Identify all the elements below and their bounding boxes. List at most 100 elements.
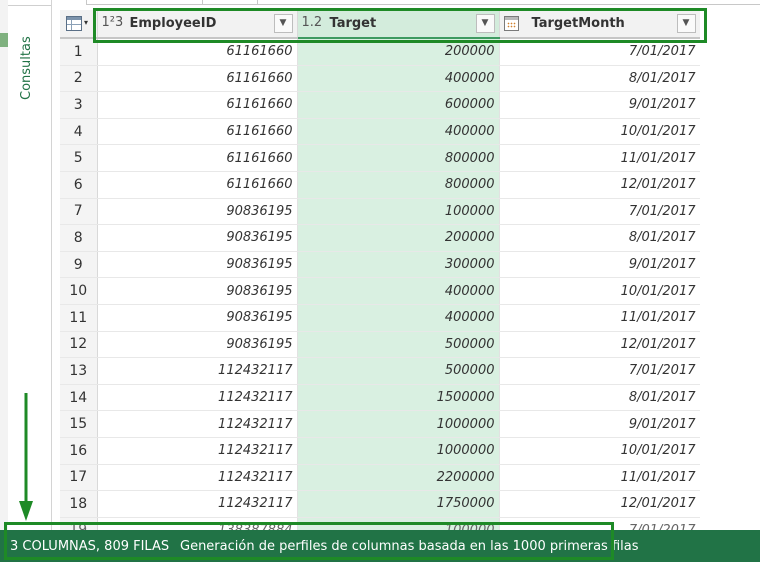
employeeid-cell[interactable]: 90836195	[97, 198, 298, 226]
row-number[interactable]: 17	[60, 464, 98, 492]
target-cell[interactable]: 1750000	[297, 490, 500, 518]
targetmonth-cell[interactable]: 8/01/2017	[499, 65, 700, 93]
target-cell[interactable]: 300000	[297, 251, 500, 279]
row-number[interactable]: 2	[60, 65, 98, 93]
caret-down-icon[interactable]: ▾	[84, 18, 89, 27]
target-cell[interactable]: 200000	[297, 38, 500, 66]
table-row[interactable]: 11 90836195 400000 11/01/2017	[60, 304, 700, 332]
employeeid-cell[interactable]: 61161660	[97, 38, 298, 66]
employeeid-cell[interactable]: 138387884	[97, 517, 298, 530]
targetmonth-cell[interactable]: 9/01/2017	[499, 251, 700, 279]
row-number[interactable]: 9	[60, 251, 98, 279]
table-row[interactable]: 13 112432117 500000 7/01/2017	[60, 357, 700, 385]
targetmonth-cell[interactable]: 11/01/2017	[499, 464, 700, 492]
targetmonth-cell[interactable]: 12/01/2017	[499, 171, 700, 199]
column-header-targetmonth[interactable]: TargetMonth ▼	[499, 10, 700, 39]
target-cell[interactable]: 100000	[297, 198, 500, 226]
row-number[interactable]: 11	[60, 304, 98, 332]
employeeid-cell[interactable]: 112432117	[97, 357, 298, 385]
table-row[interactable]: 6 61161660 800000 12/01/2017	[60, 171, 700, 199]
target-cell[interactable]: 2200000	[297, 464, 500, 492]
decimal-type-icon[interactable]: 1.2	[301, 15, 323, 30]
target-cell[interactable]: 200000	[297, 224, 500, 252]
table-row[interactable]: 5 61161660 800000 11/01/2017	[60, 144, 700, 172]
employeeid-cell[interactable]: 112432117	[97, 490, 298, 518]
queries-pane[interactable]: Consultas	[8, 0, 52, 530]
target-cell[interactable]: 400000	[297, 118, 500, 146]
target-cell[interactable]: 800000	[297, 144, 500, 172]
target-cell[interactable]: 400000	[297, 304, 500, 332]
employeeid-cell[interactable]: 61161660	[97, 171, 298, 199]
table-row[interactable]: 8 90836195 200000 8/01/2017	[60, 224, 700, 252]
targetmonth-cell[interactable]: 12/01/2017	[499, 490, 700, 518]
table-menu-icon[interactable]	[66, 16, 82, 31]
targetmonth-cell[interactable]: 7/01/2017	[499, 517, 700, 530]
row-number[interactable]: 8	[60, 224, 98, 252]
table-row[interactable]: 16 112432117 1000000 10/01/2017	[60, 437, 700, 465]
table-row[interactable]: 3 61161660 600000 9/01/2017	[60, 91, 700, 119]
table-row[interactable]: 15 112432117 1000000 9/01/2017	[60, 410, 700, 438]
filter-dropdown-icon[interactable]: ▼	[475, 14, 495, 33]
table-row[interactable]: 18 112432117 1750000 12/01/2017	[60, 490, 700, 518]
targetmonth-cell[interactable]: 9/01/2017	[499, 410, 700, 438]
employeeid-cell[interactable]: 112432117	[97, 384, 298, 412]
row-number[interactable]: 5	[60, 144, 98, 172]
employeeid-cell[interactable]: 90836195	[97, 224, 298, 252]
calendar-icon[interactable]	[503, 16, 519, 31]
target-cell[interactable]: 1000000	[297, 437, 500, 465]
targetmonth-cell[interactable]: 7/01/2017	[499, 357, 700, 385]
targetmonth-cell[interactable]: 11/01/2017	[499, 144, 700, 172]
targetmonth-cell[interactable]: 10/01/2017	[499, 277, 700, 305]
target-cell[interactable]: 500000	[297, 357, 500, 385]
row-number[interactable]: 13	[60, 357, 98, 385]
column-header-employeeid[interactable]: 1²3 EmployeeID ▼	[97, 10, 298, 39]
row-number[interactable]: 7	[60, 198, 98, 226]
table-row[interactable]: 2 61161660 400000 8/01/2017	[60, 65, 700, 93]
table-row[interactable]: 7 90836195 100000 7/01/2017	[60, 198, 700, 226]
target-cell[interactable]: 1000000	[297, 410, 500, 438]
queries-pane-label[interactable]: Consultas	[19, 36, 34, 100]
target-cell[interactable]: 1500000	[297, 384, 500, 412]
target-cell[interactable]: 100000	[297, 517, 500, 530]
row-number[interactable]: 1	[60, 38, 98, 66]
row-number[interactable]: 19	[60, 517, 98, 530]
row-number[interactable]: 18	[60, 490, 98, 518]
table-row[interactable]: 10 90836195 400000 10/01/2017	[60, 277, 700, 305]
targetmonth-cell[interactable]: 7/01/2017	[499, 38, 700, 66]
row-number[interactable]: 12	[60, 331, 98, 359]
row-number[interactable]: 3	[60, 91, 98, 119]
filter-dropdown-icon[interactable]: ▼	[676, 14, 696, 33]
profiling-status[interactable]: Generación de perfiles de columnas basad…	[180, 539, 639, 554]
table-row[interactable]: 17 112432117 2200000 11/01/2017	[60, 464, 700, 492]
employeeid-cell[interactable]: 112432117	[97, 464, 298, 492]
employeeid-cell[interactable]: 61161660	[97, 118, 298, 146]
target-cell[interactable]: 500000	[297, 331, 500, 359]
targetmonth-cell[interactable]: 8/01/2017	[499, 224, 700, 252]
filter-dropdown-icon[interactable]: ▼	[273, 14, 293, 33]
row-number[interactable]: 6	[60, 171, 98, 199]
table-row[interactable]: 4 61161660 400000 10/01/2017	[60, 118, 700, 146]
employeeid-cell[interactable]: 112432117	[97, 437, 298, 465]
targetmonth-cell[interactable]: 10/01/2017	[499, 437, 700, 465]
table-corner[interactable]: ▾	[60, 10, 98, 39]
employeeid-cell[interactable]: 90836195	[97, 331, 298, 359]
row-number[interactable]: 14	[60, 384, 98, 412]
employeeid-cell[interactable]: 90836195	[97, 277, 298, 305]
employeeid-cell[interactable]: 61161660	[97, 65, 298, 93]
employeeid-cell[interactable]: 90836195	[97, 251, 298, 279]
targetmonth-cell[interactable]: 7/01/2017	[499, 198, 700, 226]
row-number[interactable]: 15	[60, 410, 98, 438]
name-box[interactable]	[86, 0, 258, 5]
row-number[interactable]: 4	[60, 118, 98, 146]
target-cell[interactable]: 800000	[297, 171, 500, 199]
table-row[interactable]: 14 112432117 1500000 8/01/2017	[60, 384, 700, 412]
row-number[interactable]: 10	[60, 277, 98, 305]
column-header-target[interactable]: 1.2 Target ▼	[297, 10, 500, 39]
targetmonth-cell[interactable]: 9/01/2017	[499, 91, 700, 119]
formula-input[interactable]	[202, 0, 760, 5]
target-cell[interactable]: 400000	[297, 65, 500, 93]
target-cell[interactable]: 600000	[297, 91, 500, 119]
table-row[interactable]: 191383878841000007/01/2017	[60, 517, 700, 530]
targetmonth-cell[interactable]: 12/01/2017	[499, 331, 700, 359]
whole-number-type-icon[interactable]: 1²3	[101, 15, 124, 30]
